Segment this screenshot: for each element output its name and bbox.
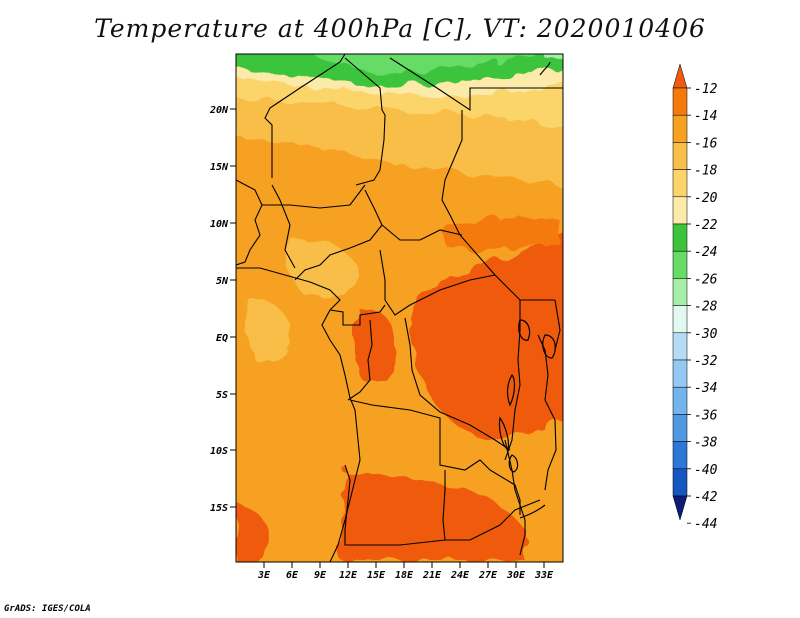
lon-label: 9E	[314, 570, 327, 581]
lat-label: 5N	[216, 276, 229, 287]
lat-label: 15N	[210, 162, 229, 173]
colorbar-label: -36	[694, 408, 718, 423]
lon-label: 33E	[534, 570, 554, 581]
chart-title: Temperature at 400hPa [C], VT: 202001040…	[94, 14, 706, 43]
colorbar-swatch	[672, 359, 688, 388]
lon-axis: 3E 6E 9E 12E 15E 18E 21E 24E 27E 30E 33E	[257, 562, 554, 581]
colorbar-label: -14	[694, 109, 717, 124]
colorbar-label: -30	[694, 327, 718, 342]
colorbar-swatch	[672, 87, 688, 116]
lon-label: 15E	[367, 570, 386, 581]
colorbar-swatch	[672, 169, 688, 198]
map-frame	[235, 53, 564, 563]
colorbar-label: -22	[694, 218, 718, 233]
colorbar-label: -16	[694, 136, 718, 151]
colorbar-swatch	[672, 196, 688, 225]
colorbar-label: -28	[694, 300, 718, 315]
lat-label: 10N	[210, 219, 229, 230]
colorbar-label: -44	[694, 517, 717, 532]
colorbar-swatch	[672, 414, 688, 442]
lon-label: 30E	[506, 570, 526, 581]
lon-label: 27E	[478, 570, 498, 581]
colorbar-swatch	[672, 278, 688, 306]
colorbar: -12 -14 -16 -18 -20 -22 -24 -26 -28 -30 -32 -34 -36 -…	[672, 63, 718, 532]
colorbar-swatch	[672, 114, 688, 143]
colorbar-label: -18	[694, 164, 718, 179]
lat-label: EQ	[216, 333, 228, 344]
colorbar-label: -32	[694, 354, 718, 369]
colorbar-label: -24	[694, 245, 717, 260]
colorbar-swatch	[672, 332, 688, 361]
colorbar-label: -26	[694, 272, 718, 287]
lakes	[498, 61, 556, 519]
lat-label: 15S	[210, 503, 228, 514]
colorbar-swatch	[672, 223, 688, 252]
colorbar-label: -40	[694, 463, 718, 478]
lon-label: 24E	[450, 570, 470, 581]
lon-label: 3E	[257, 570, 271, 581]
colorbar-swatch	[672, 305, 688, 334]
colorbar-label: -34	[694, 381, 717, 396]
colorbar-label: -12	[694, 82, 718, 97]
lon-label: 12E	[339, 570, 358, 581]
temperature-field	[236, 54, 563, 562]
lon-label: 6E	[286, 570, 299, 581]
colorbar-swatch	[672, 468, 688, 497]
colorbar-label: -38	[694, 436, 718, 451]
colorbar-swatch	[672, 495, 688, 521]
grads-credit: GrADS: IGES/COLA	[4, 604, 91, 614]
lon-label: 18E	[395, 570, 414, 581]
colorbar-label: -20	[694, 191, 718, 206]
colorbar-swatch	[672, 386, 688, 415]
lon-label: 21E	[422, 570, 442, 581]
lat-label: 10S	[210, 446, 228, 457]
lat-axis: 20N 15N 10N 5N EQ 5S 10S 15S	[209, 105, 236, 514]
colorbar-swatch	[672, 63, 688, 89]
lat-label: 20N	[209, 105, 229, 116]
colorbar-swatch	[672, 142, 688, 170]
country-borders	[236, 54, 563, 562]
colorbar-swatch	[672, 250, 688, 279]
lat-label: 5S	[216, 390, 228, 401]
colorbar-label: -42	[694, 490, 718, 505]
colorbar-swatch	[672, 441, 688, 470]
